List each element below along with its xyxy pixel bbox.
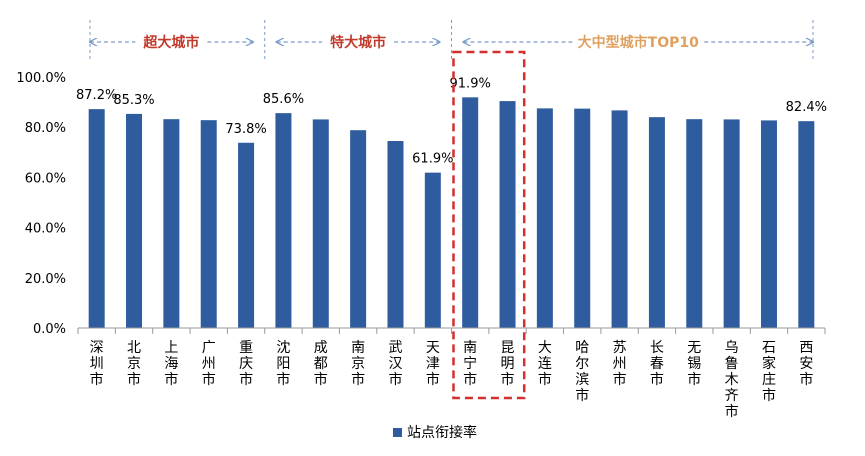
data-labels: 87.2%85.3% 73.8% 85.6% 61.9% 91.9% 82.4%	[76, 76, 827, 166]
category-label: 重庆市	[239, 340, 253, 388]
category-label: 哈尔滨市	[575, 340, 589, 404]
bar	[238, 142, 255, 328]
bar	[200, 120, 217, 328]
legend-swatch	[393, 428, 402, 437]
data-label: 82.4%	[786, 100, 827, 115]
y-axis: 0.0% 20.0% 40.0% 60.0% 80.0% 100.0%	[16, 71, 66, 337]
category-label: 南京市	[351, 340, 365, 388]
y-tick-label: 0.0%	[33, 322, 66, 337]
group-label: 大中型城市TOP10	[578, 34, 699, 51]
category-label: 乌鲁木齐市	[725, 340, 739, 420]
bar	[574, 108, 591, 328]
bar	[312, 119, 329, 328]
bar	[798, 121, 815, 329]
bar	[163, 119, 180, 328]
group-label: 特大城市	[330, 34, 386, 51]
group-label: 超大城市	[142, 34, 199, 51]
bar	[723, 119, 740, 328]
category-label: 苏州市	[613, 340, 627, 388]
category-label: 石家庄市	[762, 340, 776, 404]
y-tick-label: 100.0%	[16, 71, 66, 86]
bar	[88, 109, 105, 329]
category-label: 无锡市	[687, 340, 701, 388]
category-label: 成都市	[314, 340, 328, 388]
category-label: 上海市	[164, 340, 178, 388]
data-label: 85.6%	[263, 92, 304, 107]
x-axis: 深圳市 北京市 上海市 广州市 重庆市 沈阳市 成都市 南京市 武汉市 天津市 南宁市 昆明市 大连市 哈…	[77, 327, 826, 420]
category-label: 南宁市	[463, 340, 477, 388]
category-label: 西安市	[799, 340, 813, 388]
bar	[462, 97, 479, 329]
y-tick-label: 60.0%	[25, 171, 66, 186]
group-annotations: 超大城市 特大城市 大中型城市TOP10	[90, 20, 813, 400]
data-label: 73.8%	[225, 122, 266, 137]
data-label: 85.3%	[113, 93, 154, 108]
bar	[350, 130, 367, 328]
bars	[88, 97, 815, 329]
bar	[648, 117, 665, 328]
bar	[536, 108, 553, 328]
category-label: 大连市	[538, 340, 552, 388]
data-label: 87.2%	[76, 88, 117, 103]
legend-label: 站点衔接率	[407, 424, 477, 441]
y-tick-label: 40.0%	[25, 222, 66, 237]
category-label: 沈阳市	[276, 340, 290, 388]
legend: 站点衔接率	[393, 424, 477, 441]
bar	[686, 119, 703, 328]
category-label: 长春市	[650, 340, 664, 388]
data-label: 61.9%	[412, 152, 453, 167]
category-label: 天津市	[426, 340, 440, 388]
y-tick-label: 80.0%	[25, 121, 66, 136]
category-label: 广州市	[202, 340, 216, 388]
bar	[611, 110, 628, 329]
data-label: 91.9%	[450, 76, 491, 91]
bar	[424, 172, 441, 328]
category-label: 深圳市	[90, 340, 104, 388]
category-label: 北京市	[127, 340, 141, 388]
bar	[387, 141, 404, 328]
bar	[499, 101, 516, 328]
bar	[760, 120, 777, 328]
category-label: 昆明市	[501, 340, 515, 388]
y-tick-label: 20.0%	[25, 272, 66, 287]
bar	[126, 113, 143, 328]
category-label: 武汉市	[388, 340, 402, 388]
bar	[275, 113, 292, 328]
